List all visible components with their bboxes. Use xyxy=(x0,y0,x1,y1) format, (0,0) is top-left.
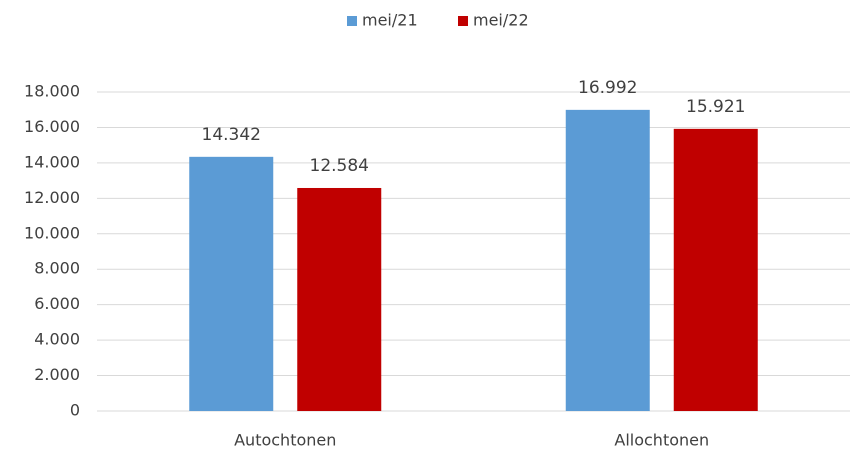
y-tick-label: 2.000 xyxy=(34,365,80,384)
y-tick-label: 4.000 xyxy=(34,330,80,349)
y-tick-label: 12.000 xyxy=(24,188,80,207)
data-label: 16.992 xyxy=(578,78,637,98)
y-tick-label: 18.000 xyxy=(24,82,80,101)
y-tick-label: 8.000 xyxy=(34,259,80,278)
data-label: 15.921 xyxy=(686,97,745,117)
legend-swatch xyxy=(458,16,468,26)
legend-label: mei/22 xyxy=(473,11,529,30)
legend-label: mei/21 xyxy=(362,11,418,30)
bar xyxy=(297,187,382,411)
bar xyxy=(189,156,274,411)
legend-swatch xyxy=(347,16,357,26)
x-tick-label: Autochtonen xyxy=(234,431,336,450)
y-tick-label: 6.000 xyxy=(34,294,80,313)
x-tick-label: Allochtonen xyxy=(614,431,709,450)
bar xyxy=(673,128,758,412)
y-tick-label: 0 xyxy=(70,401,80,420)
bar xyxy=(565,109,650,411)
y-tick-label: 14.000 xyxy=(24,152,80,171)
data-label: 14.342 xyxy=(202,125,261,145)
data-label: 12.584 xyxy=(310,156,369,176)
y-tick-label: 16.000 xyxy=(24,117,80,136)
y-tick-label: 10.000 xyxy=(24,223,80,242)
